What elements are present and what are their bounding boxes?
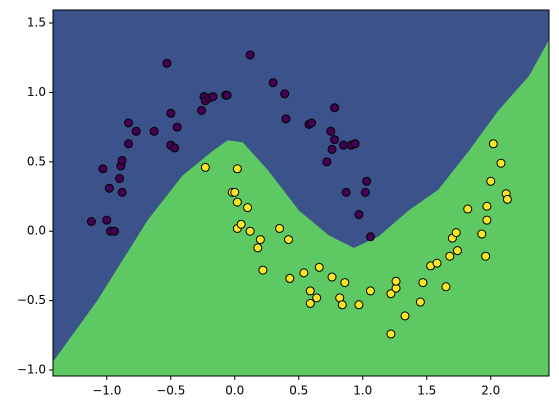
data-point <box>117 187 127 197</box>
data-point <box>326 126 336 136</box>
data-point <box>330 103 340 113</box>
data-point <box>232 197 242 207</box>
data-point <box>482 201 492 211</box>
data-point <box>162 58 172 68</box>
data-point <box>245 50 255 60</box>
data-point <box>98 164 108 174</box>
data-point <box>341 187 351 197</box>
data-point <box>322 157 332 167</box>
data-point <box>400 311 410 321</box>
data-point <box>208 92 218 102</box>
data-point <box>236 219 246 229</box>
data-point <box>253 243 263 253</box>
y-tick-label: 0.5 <box>27 154 46 168</box>
data-point <box>488 139 498 149</box>
data-point <box>124 118 134 128</box>
data-point <box>441 282 451 292</box>
data-point <box>354 300 364 310</box>
data-point <box>312 293 322 303</box>
data-point <box>305 286 315 296</box>
data-point <box>284 235 294 245</box>
data-point <box>496 158 506 168</box>
data-point <box>258 265 268 275</box>
data-point <box>268 78 278 88</box>
x-tick-label: 2.0 <box>481 384 500 398</box>
data-point <box>360 187 370 197</box>
y-tick-label: 1.0 <box>27 85 46 99</box>
data-point <box>200 162 210 172</box>
data-point <box>275 223 285 233</box>
data-point <box>391 276 401 286</box>
data-point <box>340 278 350 288</box>
data-point <box>285 273 295 283</box>
data-point <box>327 272 337 282</box>
data-point <box>245 226 255 236</box>
data-point <box>481 251 491 261</box>
data-point <box>362 176 372 186</box>
data-point <box>299 268 309 278</box>
data-point <box>314 262 324 272</box>
y-tick-label: 0.0 <box>27 224 46 238</box>
data-point <box>281 114 291 124</box>
data-point <box>486 176 496 186</box>
data-point <box>365 232 375 242</box>
data-point <box>243 203 253 213</box>
data-point <box>337 300 347 310</box>
plot-frame <box>52 9 550 377</box>
data-point <box>432 258 442 268</box>
data-point <box>477 229 487 239</box>
data-point <box>415 297 425 307</box>
data-point <box>365 286 375 296</box>
data-point <box>305 298 315 308</box>
data-point <box>482 215 492 225</box>
data-point <box>104 183 114 193</box>
data-point <box>445 251 455 261</box>
data-point <box>339 140 349 150</box>
data-point <box>115 173 125 183</box>
lower-region <box>53 39 549 376</box>
data-point <box>307 118 317 128</box>
data-point <box>452 246 462 256</box>
data-point <box>280 89 290 99</box>
x-tick-label: 1.0 <box>353 384 372 398</box>
data-point <box>232 164 242 174</box>
data-point <box>124 139 134 149</box>
data-point <box>451 228 461 238</box>
data-point <box>170 143 180 153</box>
data-point <box>327 144 337 154</box>
data-point <box>502 194 512 204</box>
x-tick-label: −0.5 <box>156 384 185 398</box>
x-tick-label: 1.5 <box>417 384 436 398</box>
data-point <box>149 126 159 136</box>
data-point <box>230 187 240 197</box>
y-tick-label: −0.5 <box>17 293 46 307</box>
data-point <box>117 155 127 165</box>
x-tick-label: −1.0 <box>92 384 121 398</box>
data-point <box>86 217 96 227</box>
data-point <box>131 126 141 136</box>
data-point <box>354 210 364 220</box>
y-tick-label: 1.5 <box>27 16 46 30</box>
data-point <box>350 139 360 149</box>
data-point <box>172 122 182 132</box>
data-point <box>330 135 340 145</box>
y-tick-label: −1.0 <box>17 363 46 377</box>
data-point <box>463 204 473 214</box>
data-point <box>222 90 232 100</box>
x-tick-label: 0.0 <box>225 384 244 398</box>
data-point <box>196 105 206 115</box>
data-point <box>386 329 396 339</box>
data-point <box>102 215 112 225</box>
data-point <box>166 108 176 118</box>
data-point <box>255 235 265 245</box>
x-tick-label: 0.5 <box>289 384 308 398</box>
data-point <box>386 289 396 299</box>
data-point <box>418 278 428 288</box>
data-point <box>109 226 119 236</box>
